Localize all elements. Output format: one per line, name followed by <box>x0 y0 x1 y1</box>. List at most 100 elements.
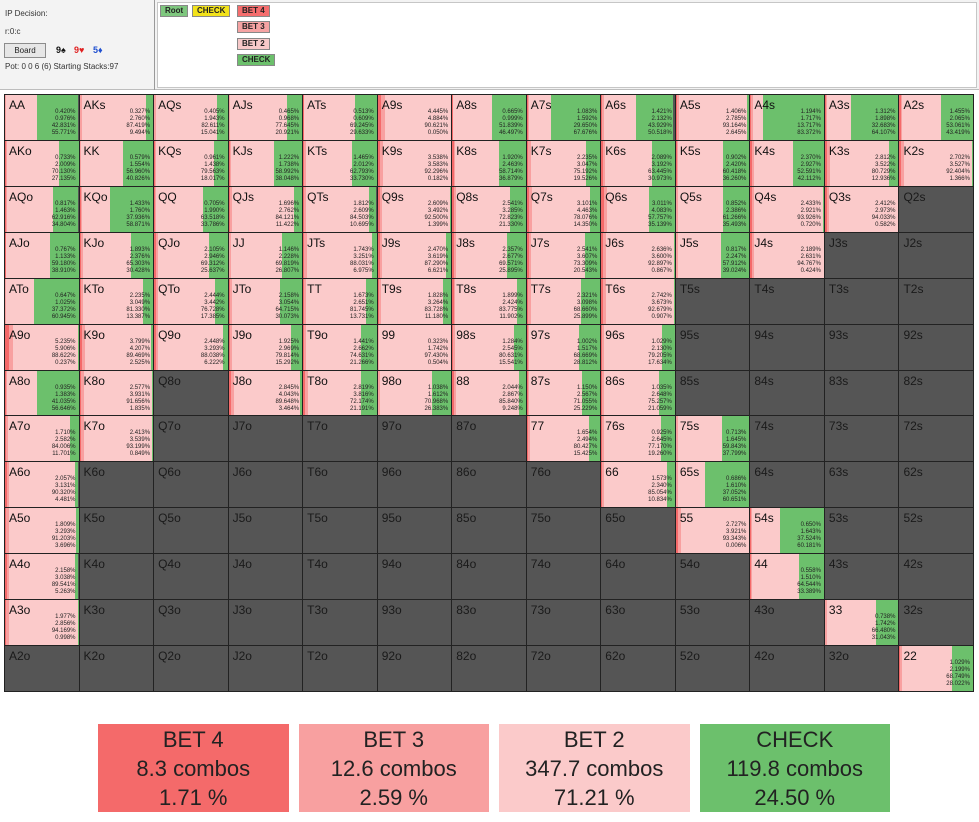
hand-cell[interactable]: 96o <box>377 462 452 508</box>
hand-cell[interactable]: 84o <box>452 554 526 600</box>
hand-cell[interactable]: 1.809% 3.293% 91.203% 3.696% A5o <box>5 508 79 554</box>
hand-cell[interactable]: 3.101% 4.463% 78.076% 14.350% Q7s <box>526 186 601 232</box>
tree-node-check-2[interactable]: CHECK <box>237 54 276 66</box>
hand-cell[interactable]: 1.899% 2.424% 83.775% 11.902% T8s <box>452 278 526 324</box>
hand-cell[interactable]: 1.977% 2.856% 94.169% 0.998% A3o <box>5 600 79 646</box>
hand-cell[interactable]: 0.852% 2.386% 61.266% 35.493% Q5s <box>675 186 750 232</box>
hand-cell[interactable]: K5o <box>79 508 154 554</box>
hand-cell[interactable]: 94s <box>750 324 824 370</box>
tree-node-bet3[interactable]: BET 3 <box>237 21 270 33</box>
hand-cell[interactable]: 0.935% 1.383% 41.035% 56.646% A8o <box>5 370 79 416</box>
hand-cell[interactable]: J3s <box>824 232 899 278</box>
hand-cell[interactable]: 64o <box>601 554 675 600</box>
hand-cell[interactable]: 3.799% 4.207% 89.469% 2.525% K9o <box>79 324 154 370</box>
hand-cell[interactable]: 73o <box>526 600 601 646</box>
hand-cell[interactable]: 1.038% 1.612% 70.968% 26.383% 98o <box>377 370 452 416</box>
hand-cell[interactable]: T2s <box>899 278 973 324</box>
hand-cell[interactable]: 2.727% 3.921% 93.343% 0.006% 55 <box>675 508 750 554</box>
hand-cell[interactable]: 1.035% 2.648% 75.257% 21.059% 86s <box>601 370 675 416</box>
hand-cell[interactable]: 2.412% 2.973% 94.033% 0.582% Q3s <box>824 186 899 232</box>
hand-cell[interactable]: 62o <box>601 646 675 691</box>
tree-node-bet4[interactable]: BET 4 <box>237 5 270 17</box>
hand-cell[interactable]: 1.812% 2.609% 84.503% 10.695% QTs <box>303 186 377 232</box>
hand-cell[interactable]: 32o <box>824 646 899 691</box>
hand-cell[interactable]: 1.194% 1.717% 13.717% 83.372% A4s <box>750 95 824 140</box>
hand-cell[interactable]: Q3o <box>154 600 228 646</box>
hand-cell[interactable]: T3s <box>824 278 899 324</box>
hand-cell[interactable]: 2.845% 4.043% 89.648% 3.464% J8o <box>228 370 303 416</box>
hand-cell[interactable]: 1.083% 1.592% 29.650% 67.676% A7s <box>526 95 601 140</box>
hand-cell[interactable]: T5s <box>675 278 750 324</box>
hand-cell[interactable]: 2.370% 2.927% 52.591% 42.112% K4s <box>750 140 824 186</box>
hand-cell[interactable]: 2.357% 2.677% 69.571% 25.895% J8s <box>452 232 526 278</box>
hand-cell[interactable]: 83o <box>452 600 526 646</box>
hand-cell[interactable]: Q8o <box>154 370 228 416</box>
hand-cell[interactable]: 2.235% 3.047% 75.192% 19.526% K7s <box>526 140 601 186</box>
hand-cell[interactable]: 5.235% 5.906% 88.622% 0.237% A9o <box>5 324 79 370</box>
hand-cell[interactable]: 94o <box>377 554 452 600</box>
hand-cell[interactable]: 3.011% 4.083% 57.757% 35.139% Q6s <box>601 186 675 232</box>
hand-cell[interactable]: 0.647% 1.025% 37.372% 60.945% ATo <box>5 278 79 324</box>
hand-cell[interactable]: 1.441% 2.662% 74.631% 21.266% T9o <box>303 324 377 370</box>
tree-node-bet2[interactable]: BET 2 <box>237 38 270 50</box>
hand-cell[interactable]: 1.421% 2.132% 43.929% 50.518% A6s <box>601 95 675 140</box>
hand-cell[interactable]: 0.665% 0.999% 51.839% 46.497% A8s <box>452 95 526 140</box>
hand-cell[interactable]: 73s <box>824 416 899 462</box>
hand-cell[interactable]: 97o <box>377 416 452 462</box>
hand-cell[interactable]: 2.433% 2.921% 93.926% 0.720% Q4s <box>750 186 824 232</box>
hand-cell[interactable]: 0.925% 2.645% 77.170% 19.260% 76s <box>601 416 675 462</box>
hand-cell[interactable]: 2.044% 2.867% 85.840% 9.248% 88 <box>452 370 526 416</box>
hand-cell[interactable]: 82o <box>452 646 526 691</box>
hand-cell[interactable]: 2.448% 3.293% 88.038% 6.222% Q9o <box>154 324 228 370</box>
hand-cell[interactable]: Q5o <box>154 508 228 554</box>
hand-cell[interactable]: 85o <box>452 508 526 554</box>
hand-cell[interactable]: 2.742% 3.673% 92.679% 0.907% T6s <box>601 278 675 324</box>
hand-cell[interactable]: 0.738% 1.742% 66.480% 31.043% 33 <box>824 600 899 646</box>
hand-cell[interactable]: 0.465% 0.968% 77.645% 20.921% AJs <box>228 95 303 140</box>
hand-cell[interactable]: 0.420% 0.976% 42.831% 55.771% AA <box>5 95 79 140</box>
hand-cell[interactable]: 54o <box>675 554 750 600</box>
hand-cell[interactable]: 2.470% 3.619% 87.290% 6.621% J9s <box>377 232 452 278</box>
hand-cell[interactable]: 2.819% 3.816% 72.174% 21.191% T8o <box>303 370 377 416</box>
hand-cell[interactable]: 0.650% 1.643% 37.524% 60.181% 54s <box>750 508 824 554</box>
hand-cell[interactable]: 43s <box>824 554 899 600</box>
hand-cell[interactable]: J3o <box>228 600 303 646</box>
board-button[interactable]: Board <box>4 43 46 58</box>
hand-cell[interactable]: 1.029% 2.199% 68.749% 28.022% 22 <box>899 646 973 691</box>
hand-cell[interactable]: T5o <box>303 508 377 554</box>
hand-cell[interactable]: 52s <box>899 508 973 554</box>
hand-cell[interactable]: 42o <box>750 646 824 691</box>
hand-cell[interactable]: 63o <box>601 600 675 646</box>
hand-cell[interactable]: 2.089% 3.192% 63.445% 30.973% K6s <box>601 140 675 186</box>
hand-cell[interactable]: 32s <box>899 600 973 646</box>
hand-cell[interactable]: K6o <box>79 462 154 508</box>
hand-cell[interactable]: 0.686% 1.610% 37.052% 60.651% 65s <box>675 462 750 508</box>
hand-cell[interactable]: 1.465% 2.012% 62.793% 33.730% KTs <box>303 140 377 186</box>
hand-cell[interactable]: 0.817% 1.463% 62.916% 34.804% AQo <box>5 186 79 232</box>
hand-cell[interactable]: 1.925% 2.969% 79.814% 15.292% J9o <box>228 324 303 370</box>
hand-cell[interactable]: K3o <box>79 600 154 646</box>
hand-cell[interactable]: 1.573% 2.340% 85.054% 10.834% 66 <box>601 462 675 508</box>
hand-cell[interactable]: J5o <box>228 508 303 554</box>
hand-cell[interactable]: 0.405% 1.943% 82.611% 15.041% AQs <box>154 95 228 140</box>
hand-cell[interactable]: 2.812% 3.522% 80.729% 12.936% K3s <box>824 140 899 186</box>
hand-cell[interactable]: 2.158% 3.054% 64.715% 30.073% JTo <box>228 278 303 324</box>
hand-cell[interactable]: 1.828% 3.264% 83.728% 11.180% T9s <box>377 278 452 324</box>
hand-cell[interactable]: 1.002% 1.517% 68.669% 28.812% 97s <box>526 324 601 370</box>
hand-cell[interactable]: T4o <box>303 554 377 600</box>
hand-cell[interactable]: J2s <box>899 232 973 278</box>
hand-cell[interactable]: 1.433% 1.760% 37.936% 58.871% KQo <box>79 186 154 232</box>
hand-cell[interactable]: 2.158% 3.038% 89.541% 5.263% A4o <box>5 554 79 600</box>
hand-cell[interactable]: 63s <box>824 462 899 508</box>
hand-cell[interactable]: Q2s <box>899 186 973 232</box>
hand-cell[interactable]: 2.577% 3.931% 91.656% 1.835% K8o <box>79 370 154 416</box>
hand-cell[interactable]: 86o <box>452 462 526 508</box>
hand-cell[interactable]: T2o <box>303 646 377 691</box>
hand-cell[interactable]: 0.558% 1.510% 64.544% 33.389% 44 <box>750 554 824 600</box>
hand-cell[interactable]: 0.579% 1.554% 56.960% 40.826% KK <box>79 140 154 186</box>
hand-cell[interactable]: 2.413% 3.539% 93.199% 0.849% K7o <box>79 416 154 462</box>
hand-cell[interactable]: Q6o <box>154 462 228 508</box>
hand-cell[interactable]: 2.636% 3.600% 92.897% 0.867% J6s <box>601 232 675 278</box>
hand-cell[interactable]: 2.189% 2.631% 94.767% 0.424% J4s <box>750 232 824 278</box>
hand-cell[interactable]: 1.673% 2.651% 81.745% 13.731% TT <box>303 278 377 324</box>
